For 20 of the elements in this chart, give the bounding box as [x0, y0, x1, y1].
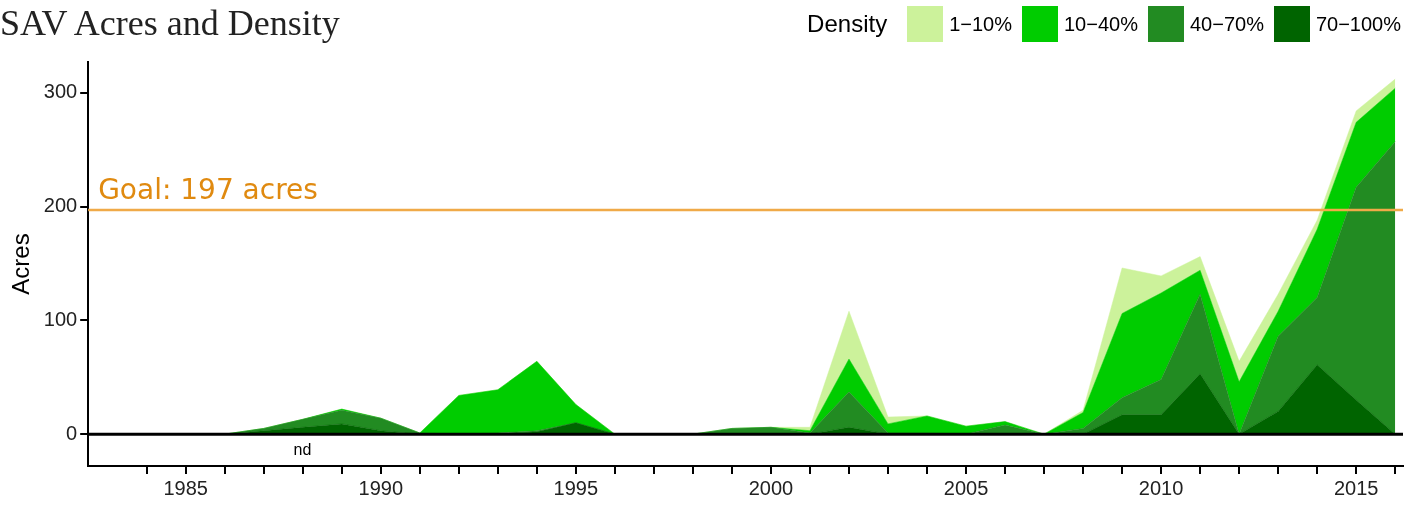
legend-label: 1−10% [949, 12, 1012, 36]
x-tick-label: 2000 [748, 476, 794, 499]
legend-label: 40−70% [1189, 12, 1264, 36]
y-tick-label: 200 [43, 194, 78, 217]
x-tick-label: 1985 [163, 476, 208, 499]
y-tick-label: 100 [43, 307, 78, 330]
chart-title: SAV Acres and Density [0, 2, 340, 44]
ref-line-label: Goal: 197 acres [98, 173, 318, 207]
x-tick-label: 2010 [1138, 476, 1184, 499]
y-axis-title: Acres [7, 233, 35, 295]
y-tick-label: 300 [43, 80, 78, 103]
legend-label: 10−40% [1063, 12, 1138, 36]
x-tick-label: 1995 [553, 476, 599, 499]
x-tick-label: 1990 [358, 476, 404, 499]
y-tick-label: 0 [66, 421, 78, 444]
x-tick-label: 2015 [1333, 476, 1379, 499]
annotation: nd [293, 441, 312, 459]
x-tick-label: 2005 [943, 476, 989, 499]
legend-title: Density [807, 10, 888, 38]
legend-label: 70−100% [1315, 12, 1401, 36]
